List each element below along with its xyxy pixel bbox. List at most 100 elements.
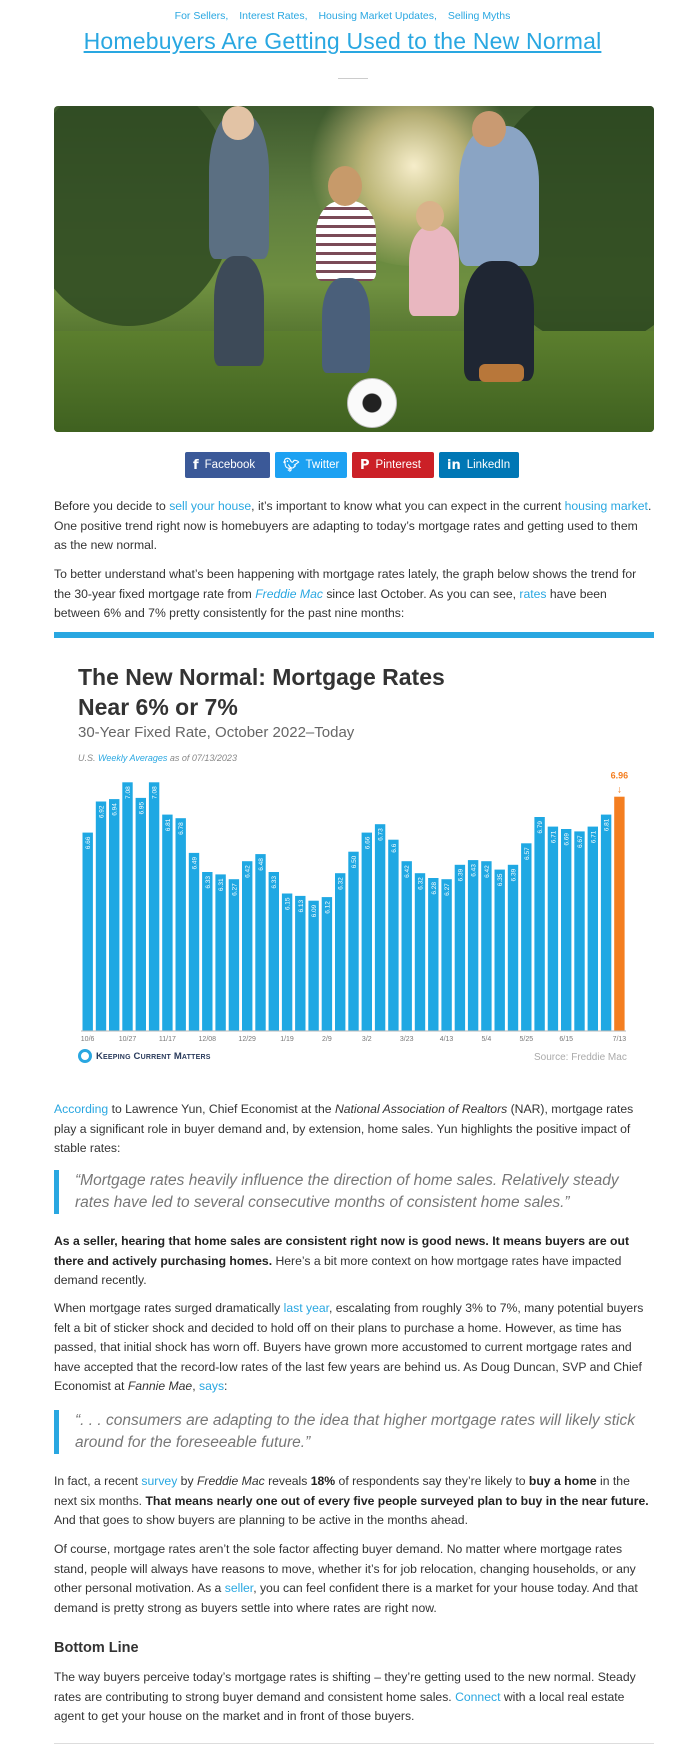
boy-head	[328, 166, 362, 206]
chart-bar-value-label: 6.35	[497, 873, 504, 886]
bottom-line-paragraph: The way buyers perceive today’s mortgage…	[54, 1668, 654, 1727]
pinterest-icon: P	[360, 457, 370, 473]
chart-bar-value-label: 6.92	[98, 805, 105, 818]
chart-top-border	[54, 632, 654, 638]
mortgage-rate-chart: The New Normal: Mortgage Rates Near 6% o…	[54, 638, 654, 1078]
chart-bar	[574, 831, 585, 1031]
x-tick-label: 10/27	[119, 1036, 137, 1043]
pinterest-share-button[interactable]: P Pinterest	[352, 452, 434, 478]
connect-link[interactable]: Connect	[455, 1689, 501, 1704]
chart-bar-value-label: 6.78	[178, 822, 185, 835]
bottom-divider	[54, 1743, 654, 1744]
facebook-share-button[interactable]: f Facebook	[185, 452, 270, 478]
boy-legs	[322, 278, 370, 373]
text: In fact, a recent	[54, 1474, 142, 1488]
twitter-share-button[interactable]: 🐦︎ Twitter	[275, 452, 347, 478]
yun-paragraph: According to Lawrence Yun, Chief Economi…	[54, 1100, 654, 1159]
twitter-label: Twitter	[305, 459, 340, 471]
x-tick-label: 1/19	[280, 1036, 294, 1043]
chart-bar-value-label: 6.43	[471, 864, 478, 877]
chart-bar-value-label: 6.6	[391, 843, 398, 852]
category-link-for-sellers[interactable]: For Sellers,	[174, 10, 229, 22]
sell-your-house-link[interactable]: sell your house	[169, 499, 252, 513]
chart-bar-value-label: 6.31	[218, 878, 225, 891]
tree-left	[54, 106, 234, 326]
x-tick-label: 2/9	[322, 1036, 332, 1043]
bold-percent: 18%	[310, 1474, 336, 1488]
chart-bar-value-label: 6.15	[285, 897, 292, 910]
chart-title-line-1: The New Normal: Mortgage Rates	[78, 664, 445, 690]
chart-source: Source: Freddie Mac	[534, 1052, 627, 1063]
text: (NAR), mortgage rates play a significant…	[54, 1102, 634, 1155]
chart-bar-value-label: 6.39	[457, 868, 464, 881]
according-link[interactable]: According	[54, 1102, 109, 1116]
text: U.S.	[78, 753, 99, 763]
title-divider	[338, 78, 368, 79]
seller-link[interactable]: seller	[224, 1581, 254, 1595]
says-link[interactable]: says	[198, 1379, 225, 1393]
chart-bar-value-label: 6.33	[205, 876, 212, 889]
grandfather-head	[222, 106, 254, 140]
org-name: National Association of Realtors	[334, 1102, 508, 1116]
surge-paragraph: When mortgage rates surged dramatically …	[54, 1299, 654, 1397]
rates-link[interactable]: rates	[519, 586, 547, 601]
org-name: Fannie Mae	[127, 1379, 193, 1393]
housing-market-link[interactable]: housing market	[564, 499, 648, 513]
chart-bar-value-label: 7.08	[125, 786, 132, 799]
chart-bar	[82, 832, 93, 1031]
chart-bar-value-label: 6.27	[231, 883, 238, 896]
chart-bar-value-label: 6.32	[338, 877, 345, 890]
text: of respondents say they’re likely to	[335, 1474, 529, 1488]
chart-bar-value-label: 6.42	[484, 865, 491, 878]
chart-bar-value-label: 6.81	[165, 818, 172, 831]
chart-bar	[135, 797, 146, 1031]
last-year-link[interactable]: last year	[283, 1301, 330, 1315]
facebook-label: Facebook	[204, 459, 256, 471]
text: . One positive trend right now is homebu…	[54, 499, 652, 552]
shoe	[479, 364, 524, 382]
category-link-housing-market-updates[interactable]: Housing Market Updates,	[318, 10, 437, 22]
father-figure	[459, 126, 539, 266]
chart-bar-value-label: 6.96	[611, 771, 629, 781]
boy-figure	[316, 201, 376, 281]
chart-bar-value-label: 6.32	[418, 877, 425, 890]
bold-text: As a seller, hearing that home sales are…	[54, 1234, 630, 1268]
bold-text: buy a home	[528, 1474, 597, 1488]
survey-link[interactable]: survey	[141, 1474, 178, 1488]
chart-bar	[95, 801, 107, 1031]
twitter-bird-icon: 🐦︎	[283, 457, 300, 473]
article-title[interactable]: Homebuyers Are Getting Used to the New N…	[83, 28, 602, 54]
chart-bar-value-label: 6.09	[311, 904, 318, 917]
chart-bar	[547, 826, 559, 1031]
down-arrow-icon: ↓	[617, 785, 622, 796]
linkedin-share-button[interactable]: in LinkedIn	[439, 452, 519, 478]
chart-bar-value-label: 6.12	[324, 901, 331, 914]
freddie-mac-link[interactable]: Freddie Mac	[255, 586, 323, 601]
other-factors-paragraph: Of course, mortgage rates aren’t the sol…	[54, 1540, 654, 1618]
chart-bar-value-label: 6.27	[444, 883, 451, 896]
text: since last October. As you can see,	[322, 586, 520, 601]
text: by	[177, 1474, 197, 1488]
chart-bar-value-label: 6.71	[550, 830, 557, 843]
chart-bar	[175, 818, 186, 1031]
chart-bar	[295, 895, 306, 1031]
chart-bar	[281, 893, 293, 1031]
text: to Lawrence Yun, Chief Economist at the	[108, 1102, 335, 1116]
kcm-logo-icon	[78, 1049, 92, 1063]
chart-bar	[454, 864, 466, 1031]
text: as of 07/13/2023	[167, 753, 237, 763]
text: with a local real estate agent to get yo…	[54, 1689, 625, 1724]
category-link-interest-rates[interactable]: Interest Rates,	[239, 10, 308, 22]
x-tick-label: 12/29	[238, 1036, 256, 1043]
facebook-icon: f	[193, 457, 199, 473]
chart-bar	[188, 852, 200, 1031]
text: have been between 6% and 7% pretty consi…	[54, 586, 607, 621]
chart-bar	[494, 869, 505, 1031]
category-link-selling-myths[interactable]: Selling Myths	[447, 10, 511, 22]
chart-title-line-2: Near 6% or 7%	[78, 694, 238, 720]
chart-bar-highlight	[614, 796, 625, 1031]
chart-bar	[308, 900, 319, 1031]
x-tick-label: 10/6	[81, 1036, 95, 1043]
girl-figure	[409, 226, 459, 316]
